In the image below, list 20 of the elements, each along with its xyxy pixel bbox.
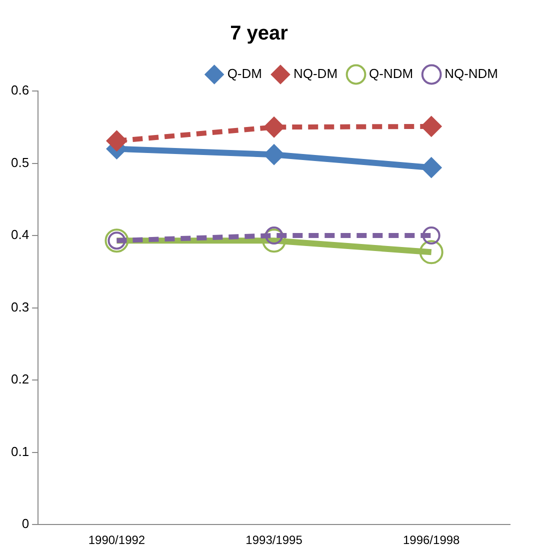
x-tick-label: 1996/1998	[402, 533, 460, 548]
legend-label: Q-NDM	[369, 66, 414, 82]
x-tick-label: 1990/1992	[88, 533, 146, 548]
legend-label: NQ-NDM	[444, 66, 498, 82]
legend-label: NQ-DM	[293, 66, 338, 82]
point	[420, 157, 442, 178]
chart-title: 7 year	[230, 22, 288, 45]
legend-label: Q-DM	[227, 66, 262, 82]
y-tick-label: 0	[22, 516, 30, 532]
point	[262, 228, 286, 253]
y-tick-label: 0.5	[10, 154, 30, 170]
y-tick-label: 0.4	[10, 227, 30, 242]
y-tick-label: 0.1	[10, 444, 30, 459]
point	[422, 226, 440, 245]
x-tick-label: 1993/1995	[246, 533, 303, 548]
point	[419, 240, 444, 264]
y-tick-label: 0.6	[10, 82, 30, 98]
point	[106, 130, 128, 152]
y-tick-label: 0.3	[10, 299, 30, 314]
y-tick-label: 0.2	[10, 372, 30, 387]
